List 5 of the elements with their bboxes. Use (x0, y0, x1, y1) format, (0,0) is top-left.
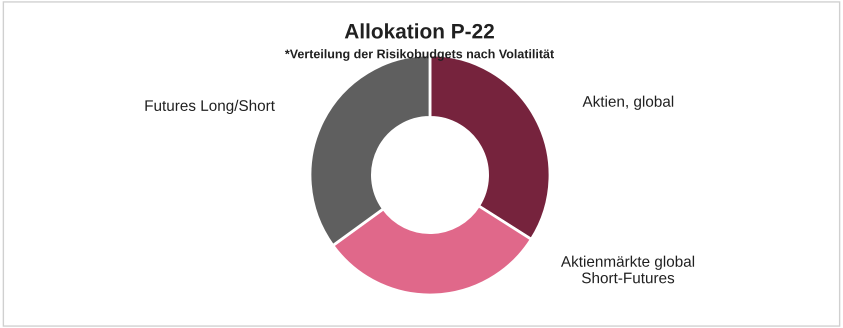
chart-title: Allokation P-22 (344, 23, 494, 39)
slice-label: Aktienmärkte global Short-Futures (560, 256, 694, 284)
slice-label: Aktien, global (582, 96, 674, 110)
slice-label: Futures Long/Short (145, 100, 275, 114)
chart-subtitle: *Verteilung der Risikobudgets nach Volatilität (284, 49, 554, 61)
